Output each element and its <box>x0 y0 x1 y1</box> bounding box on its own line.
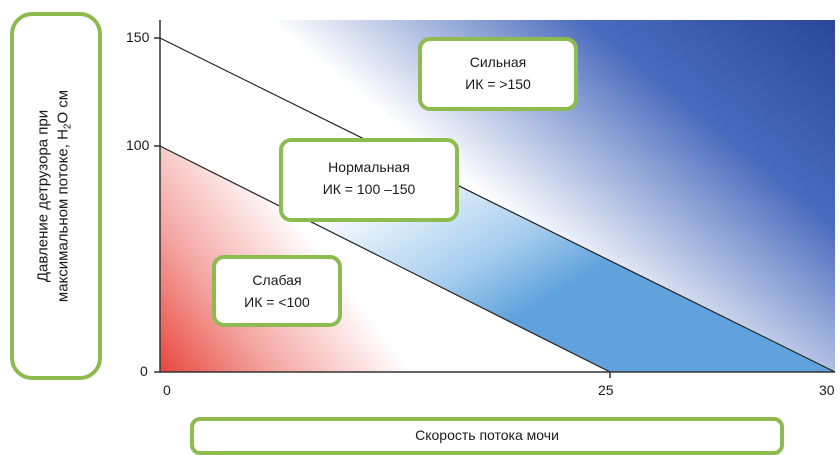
weak-zone-label: Слабая ИК = <100 <box>212 255 342 327</box>
strong-zone-name: Сильная <box>469 54 527 70</box>
y-axis-label-line2-post: O см <box>54 89 72 124</box>
y-axis-label-line2: максимальном потоке, H2O см <box>54 90 79 302</box>
boundary-line-100 <box>159 145 611 373</box>
y-tick-label-0: 0 <box>140 363 148 379</box>
y-axis-label-box: Давление детрузора при максимальном пото… <box>10 12 102 380</box>
normal-zone-name: Нормальная <box>328 159 410 175</box>
y-axis-label-line1: Давление детрузора при <box>34 109 52 283</box>
y-axis-label-sub: 2 <box>62 123 74 130</box>
y-axis-label: Давление детрузора при максимальном пото… <box>34 90 79 302</box>
strong-zone-index: ИК = >150 <box>465 76 531 92</box>
y-axis-label-line2-pre: максимальном потоке, H <box>54 129 72 303</box>
x-axis-label-box: Скорость потока мочи <box>190 417 784 455</box>
x-tick-label-0: 0 <box>163 382 171 398</box>
normal-zone-index: ИК = 100 –150 <box>322 181 416 197</box>
x-axis-label: Скорость потока мочи <box>415 427 559 443</box>
weak-zone-name: Слабая <box>252 272 302 288</box>
strong-zone-label: Сильная ИК = >150 <box>418 37 578 111</box>
boundary-line-150 <box>159 37 836 373</box>
strong-zone <box>160 20 835 372</box>
y-tick-label-150: 150 <box>126 29 150 45</box>
weak-zone-index: ИК = <100 <box>244 294 310 310</box>
y-tick-label-100: 100 <box>126 137 150 153</box>
x-tick-label-25: 25 <box>598 382 614 398</box>
x-tick-label-30: 30 <box>819 382 835 398</box>
normal-zone-label: Нормальная ИК = 100 –150 <box>279 138 459 222</box>
